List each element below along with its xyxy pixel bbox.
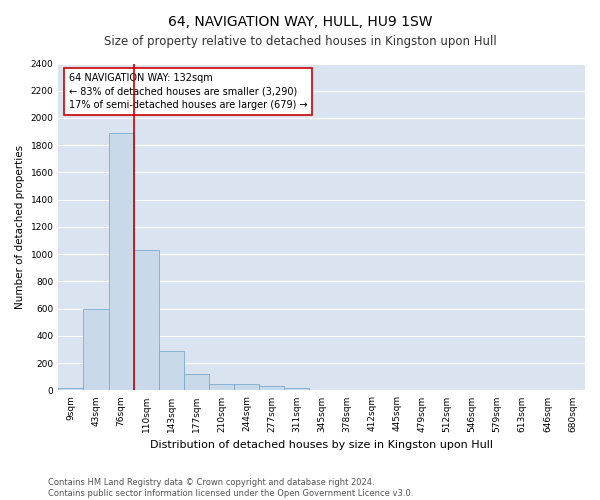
Text: 64, NAVIGATION WAY, HULL, HU9 1SW: 64, NAVIGATION WAY, HULL, HU9 1SW (168, 15, 432, 29)
Bar (209, 384, 234, 390)
Bar (284, 388, 309, 390)
Text: Size of property relative to detached houses in Kingston upon Hull: Size of property relative to detached ho… (104, 35, 496, 48)
Bar (259, 386, 284, 390)
Bar (159, 351, 184, 391)
Text: 64 NAVIGATION WAY: 132sqm
← 83% of detached houses are smaller (3,290)
17% of se: 64 NAVIGATION WAY: 132sqm ← 83% of detac… (69, 74, 308, 110)
Text: Contains HM Land Registry data © Crown copyright and database right 2024.
Contai: Contains HM Land Registry data © Crown c… (48, 478, 413, 498)
Bar (58, 388, 83, 390)
Bar (134, 250, 159, 390)
Bar (234, 384, 259, 390)
Y-axis label: Number of detached properties: Number of detached properties (15, 145, 25, 309)
Bar (83, 308, 109, 390)
Bar (184, 374, 209, 390)
Bar (109, 133, 134, 390)
X-axis label: Distribution of detached houses by size in Kingston upon Hull: Distribution of detached houses by size … (150, 440, 493, 450)
